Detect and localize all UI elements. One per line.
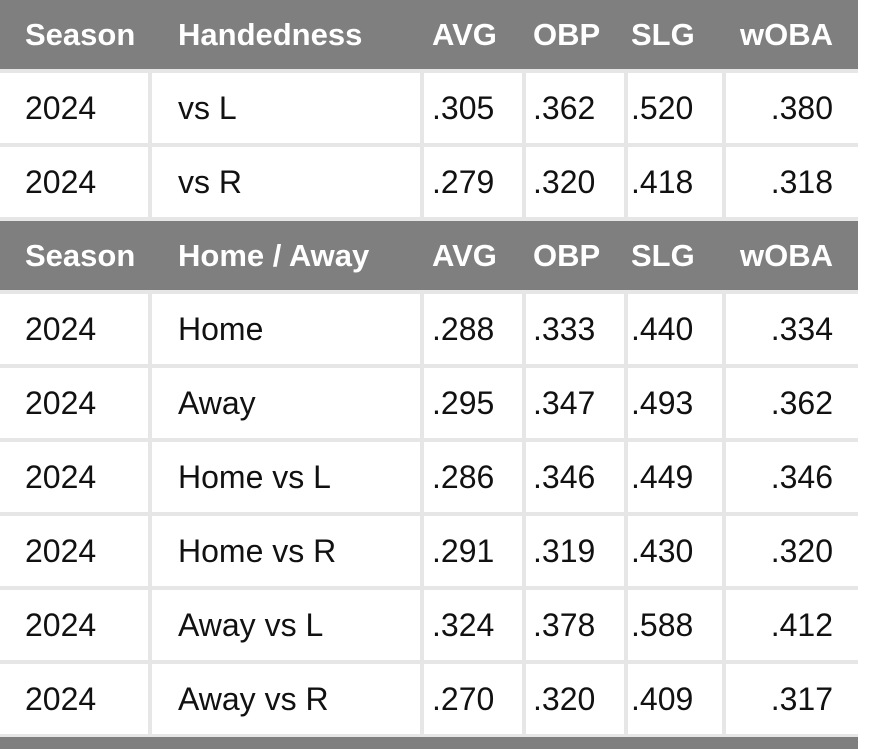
column-header: OBP [533, 237, 601, 273]
column-header: Season [25, 237, 136, 273]
table-cell: .380 [726, 73, 858, 143]
table-cell: .318 [726, 147, 858, 217]
table-cell: .334 [726, 294, 858, 364]
table-cell: .362 [726, 368, 858, 438]
column-header: SLG [631, 237, 695, 273]
column-header: AVG [432, 237, 497, 273]
table-cell: .320 [526, 147, 624, 217]
table-cell: .333 [526, 294, 624, 364]
table-cell: .520 [628, 73, 722, 143]
table-cell: .346 [526, 442, 624, 512]
table-cell: .378 [526, 590, 624, 660]
table-cell: .291 [424, 516, 522, 586]
table-cell: 2024 [0, 73, 148, 143]
table-cell: Home [152, 294, 420, 364]
table-cell: 2024 [0, 442, 148, 512]
table-cell: .412 [726, 590, 858, 660]
table-cell: .288 [424, 294, 522, 364]
table-cell: .409 [628, 664, 722, 734]
table-cell: Away vs R [152, 664, 420, 734]
table-cell: .317 [726, 664, 858, 734]
table-cell: .418 [628, 147, 722, 217]
table-cell: .493 [628, 368, 722, 438]
table-cell: .440 [628, 294, 722, 364]
column-header: Handedness [178, 16, 363, 52]
table-cell: .320 [726, 516, 858, 586]
table-cell: .295 [424, 368, 522, 438]
table-footer-strip [0, 737, 858, 749]
table-cell: .279 [424, 147, 522, 217]
table-cell: .588 [628, 590, 722, 660]
table-cell: 2024 [0, 664, 148, 734]
table-cell: vs R [152, 147, 420, 217]
table-cell: vs L [152, 73, 420, 143]
table-cell: .320 [526, 664, 624, 734]
column-header: Season [25, 16, 136, 52]
column-header: wOBA [740, 16, 833, 52]
table-cell: .286 [424, 442, 522, 512]
table-cell: 2024 [0, 294, 148, 364]
column-header: AVG [432, 16, 497, 52]
table-cell: .319 [526, 516, 624, 586]
column-header: SLG [631, 16, 695, 52]
table-cell: 2024 [0, 368, 148, 438]
column-header: wOBA [740, 237, 833, 273]
table-cell: .347 [526, 368, 624, 438]
table-cell: Home vs L [152, 442, 420, 512]
header-row [0, 0, 858, 69]
table-cell: .305 [424, 73, 522, 143]
table-cell: 2024 [0, 590, 148, 660]
column-header: OBP [533, 16, 601, 52]
header-row [0, 221, 858, 290]
table-cell: .430 [628, 516, 722, 586]
table-cell: .346 [726, 442, 858, 512]
table-cell: Away vs L [152, 590, 420, 660]
table-cell: .324 [424, 590, 522, 660]
table-cell: Home vs R [152, 516, 420, 586]
table-cell: .270 [424, 664, 522, 734]
table-cell: .449 [628, 442, 722, 512]
table-cell: .362 [526, 73, 624, 143]
column-header: Home / Away [178, 237, 370, 273]
table-cell: 2024 [0, 516, 148, 586]
table-cell: 2024 [0, 147, 148, 217]
table-cell: Away [152, 368, 420, 438]
